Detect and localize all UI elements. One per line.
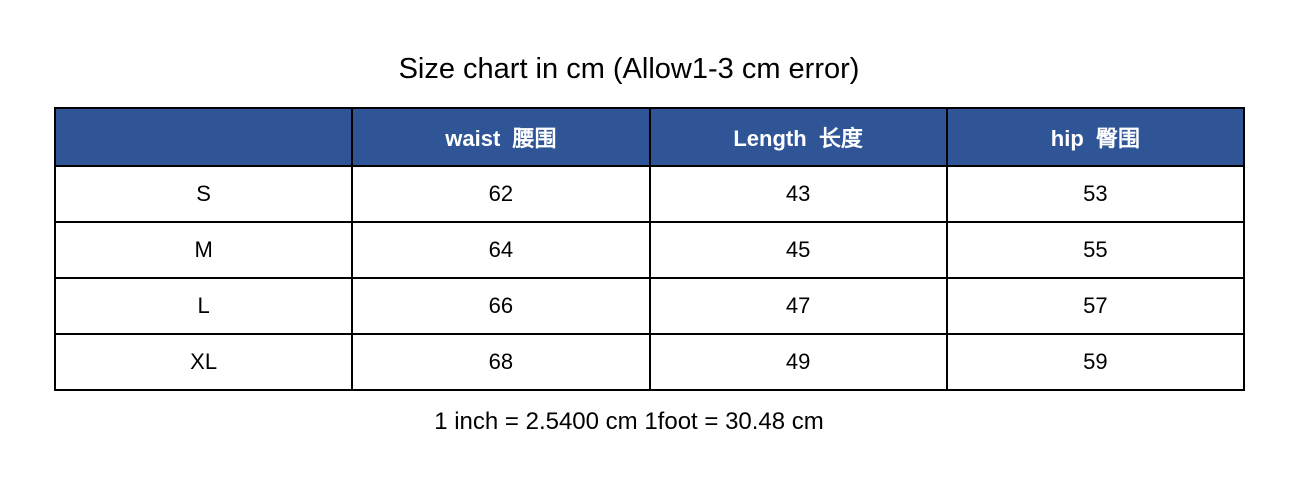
table-cell-hip: 53 xyxy=(945,165,1246,223)
table-cell-length: 49 xyxy=(648,333,948,391)
table-header-row: waist 腰围 Length 长度 hip 臀围 xyxy=(53,107,1246,167)
table-row: XL 68 49 59 xyxy=(53,333,1246,391)
table-cell-waist: 64 xyxy=(351,221,651,279)
table-cell-length: 45 xyxy=(648,221,948,279)
table-cell-hip: 57 xyxy=(945,277,1246,335)
table-cell-hip: 59 xyxy=(945,333,1246,391)
table-cell-size: S xyxy=(53,165,354,223)
table-header-size xyxy=(53,107,354,167)
table-cell-size: L xyxy=(53,277,354,335)
table-header-waist: waist 腰围 xyxy=(351,107,651,167)
table-header-hip: hip 臀围 xyxy=(945,107,1246,167)
table-cell-waist: 68 xyxy=(351,333,651,391)
table-cell-length: 43 xyxy=(648,165,948,223)
table-cell-length: 47 xyxy=(648,277,948,335)
page-title: Size chart in cm (Allow1-3 cm error) xyxy=(398,53,860,85)
table-row: L 66 47 57 xyxy=(53,277,1246,335)
table-cell-waist: 62 xyxy=(351,165,651,223)
conversion-footnote: 1 inch = 2.5400 cm 1foot = 30.48 cm xyxy=(434,408,824,435)
size-chart-table: waist 腰围 Length 长度 hip 臀围 S 62 43 53 M 6… xyxy=(53,107,1246,391)
table-cell-size: XL xyxy=(53,333,354,391)
table-row: M 64 45 55 xyxy=(53,221,1246,279)
table-row: S 62 43 53 xyxy=(53,165,1246,223)
table-header-length: Length 长度 xyxy=(648,107,948,167)
table-cell-size: M xyxy=(53,221,354,279)
table-cell-waist: 66 xyxy=(351,277,651,335)
table-cell-hip: 55 xyxy=(945,221,1246,279)
